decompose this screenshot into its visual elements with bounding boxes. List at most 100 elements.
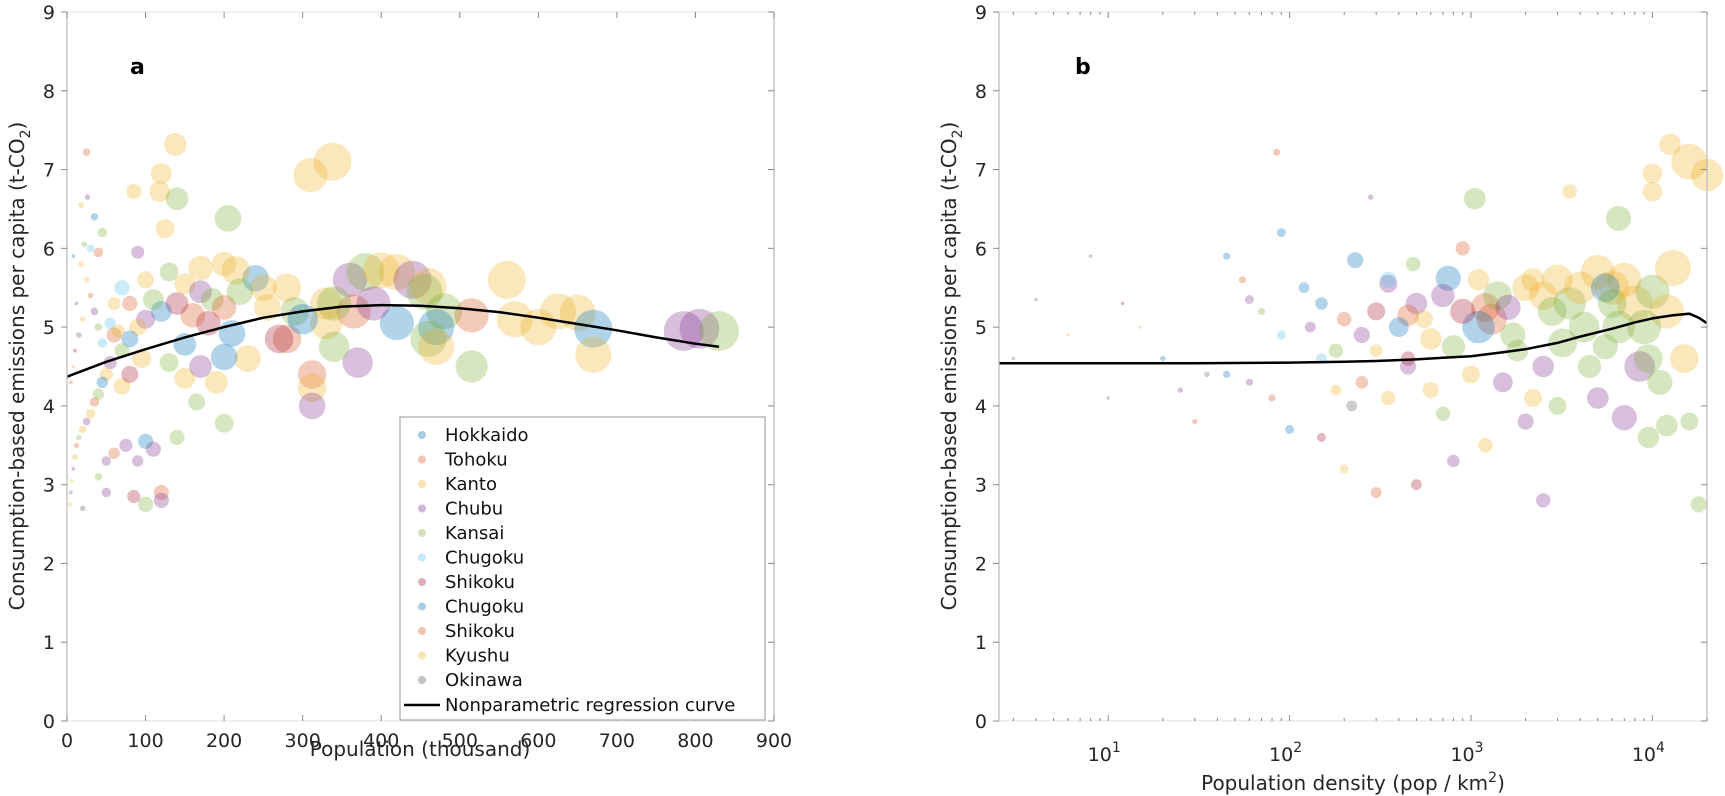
panel-b-point <box>1011 356 1016 361</box>
panel-b-point <box>1656 414 1678 437</box>
panel-b-point <box>1537 297 1567 326</box>
panel-a-point <box>418 328 455 365</box>
panel-b-x-tick-label: 101 <box>1088 740 1121 766</box>
panel-a-y-tick-label: 5 <box>43 317 55 339</box>
panel-b-axes: 0 1 2 3 4 5 6 7 8 9 101 102 103 104 <box>975 2 1708 766</box>
panel-a-point <box>121 330 139 348</box>
panel-a-point <box>200 288 224 311</box>
panel-b-point <box>1635 274 1670 309</box>
panel-b-point <box>1493 372 1513 393</box>
panel-b-point <box>1536 493 1551 508</box>
panel-a-x-tick-label: 800 <box>677 730 713 752</box>
panel-b-point <box>1379 274 1398 293</box>
panel-b-point <box>1624 351 1655 382</box>
panel-a-point <box>73 348 77 353</box>
panel-b-point <box>1244 295 1254 304</box>
panel-a-point <box>94 473 103 481</box>
panel-a-point <box>71 254 76 259</box>
panel-a-point <box>85 409 96 419</box>
legend-entry-label: Shikoku <box>445 621 515 642</box>
panel-a-point <box>96 376 109 388</box>
panel-a-point <box>138 433 154 449</box>
panel-b-point <box>1634 344 1663 373</box>
legend-marker <box>418 602 426 611</box>
panel-b-point <box>1367 302 1386 321</box>
panel-b-point <box>1637 426 1660 449</box>
panel-b-point <box>1285 425 1295 434</box>
panel-b-y-tick-label: 6 <box>975 238 987 260</box>
panel-a-x-tick-label: 100 <box>127 730 163 752</box>
panel-b-point <box>1517 413 1534 430</box>
panel-b-point <box>1138 325 1142 329</box>
panel-b-point <box>1268 394 1276 402</box>
panel-b-point <box>1464 187 1486 210</box>
panel-b-point <box>1562 184 1577 199</box>
panel-b-point <box>1462 365 1480 384</box>
panel-b-point <box>1616 285 1653 322</box>
panel-b-point <box>1328 343 1344 358</box>
panel-a-x-axis-label: Population (thousand) <box>310 737 531 761</box>
legend-entry-label: Tohoku <box>444 450 508 471</box>
panel-a-y-tick-label: 3 <box>43 475 55 497</box>
panel-b-point <box>1353 326 1370 344</box>
panel-a-point <box>293 158 328 193</box>
legend-marker <box>418 480 426 488</box>
panel-b-y-tick-label: 5 <box>975 317 987 339</box>
panel-a-point <box>165 187 189 211</box>
panel-b-point <box>1478 438 1493 453</box>
panel-a-point <box>131 245 145 259</box>
panel-a-point <box>126 184 142 200</box>
panel-b-point <box>1223 370 1231 378</box>
panel-a-point <box>89 397 100 407</box>
panel-b-point <box>1512 274 1540 302</box>
panel-a-point <box>90 213 99 221</box>
panel-b-regression-curve <box>999 312 1708 365</box>
panel-b-point <box>1397 304 1419 327</box>
panel-b-point <box>1642 181 1663 202</box>
panel-b-point <box>1034 297 1038 302</box>
legend-entry-label: Okinawa <box>445 670 523 691</box>
legend-entry-label: Shikoku <box>445 572 515 593</box>
panel-b-x-tick-label: 103 <box>1450 740 1483 766</box>
panel-b-point <box>1669 344 1699 373</box>
panel-a-point <box>332 262 367 297</box>
panel-a-y-tick-label: 9 <box>43 2 55 24</box>
panel-b-point <box>1605 205 1632 231</box>
panel-b-point <box>1580 254 1615 290</box>
panel-a-point <box>72 454 78 460</box>
panel-b-point <box>1368 194 1374 200</box>
panel-b-point <box>1642 163 1663 184</box>
panel-a-point <box>287 304 318 335</box>
panel-a-point <box>68 502 72 507</box>
panel-a-point <box>74 301 79 306</box>
panel-a-y-tick-label: 7 <box>43 160 55 182</box>
panel-a-point <box>379 306 414 341</box>
panel-a-point <box>272 324 302 354</box>
panel-a-point <box>455 350 488 383</box>
legend-entry-label: Chugoku <box>445 548 524 569</box>
panel-b-point <box>1346 400 1358 412</box>
panel-a-point <box>342 347 373 378</box>
panel-a-point <box>253 294 281 321</box>
panel-b-point <box>1680 412 1699 431</box>
panel-a-x-tick-label: 400 <box>363 730 399 752</box>
panel-a-point <box>79 316 86 323</box>
panel-b-point <box>1607 262 1642 297</box>
panel-a-point <box>406 273 443 310</box>
panel-a-x-tick-label: 0 <box>61 730 73 752</box>
panel-b-point <box>1088 254 1093 258</box>
panel-b-y-axis-label: Consumption-based emissions per capita (… <box>937 122 966 611</box>
panel-b-point <box>1204 371 1210 378</box>
panel-b-point <box>1521 268 1545 292</box>
panel-b-point <box>1120 301 1125 306</box>
panel-a-point <box>211 251 237 277</box>
panel-a-point <box>78 202 84 208</box>
panel-b-y-tick-label: 4 <box>975 396 987 418</box>
panel-a-point <box>250 274 277 302</box>
panel-b-point <box>1587 387 1609 409</box>
panel-a-point <box>234 345 261 372</box>
panel-b-point <box>1592 334 1618 360</box>
panel-b-point <box>1471 293 1500 322</box>
panel-b: 0 1 2 3 4 5 6 7 8 9 101 102 103 104 b Population dens… <box>937 2 1724 795</box>
panel-a-point <box>363 252 400 289</box>
